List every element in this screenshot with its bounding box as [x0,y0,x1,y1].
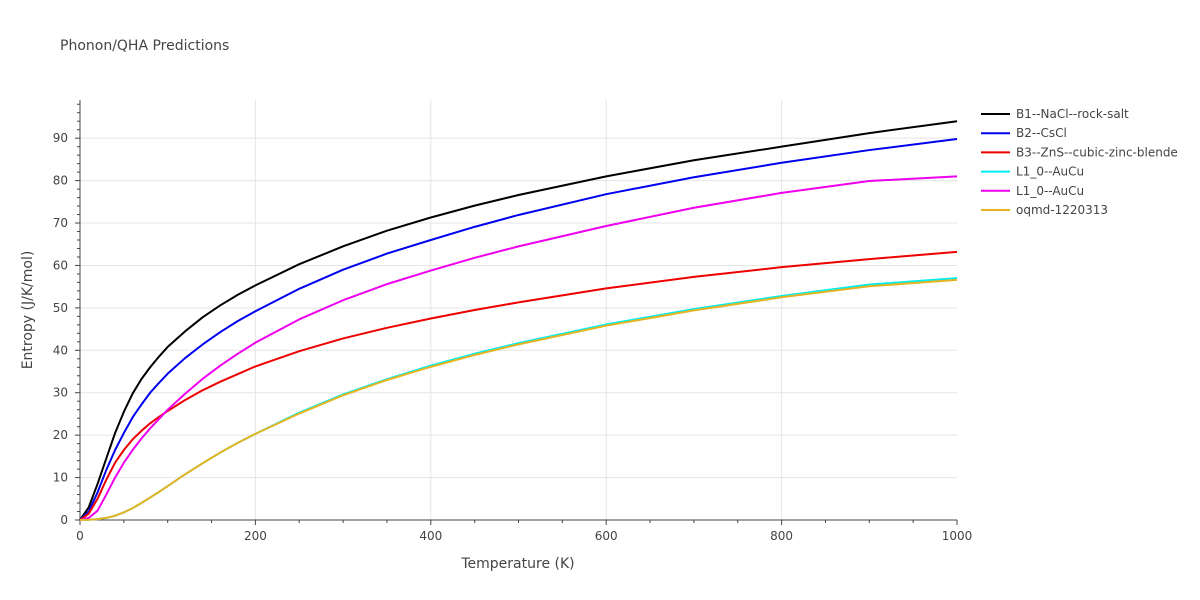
legend-label: L1_0--AuCu [1016,184,1084,198]
series-line-3 [79,277,958,521]
series-lines [79,120,958,521]
chart-title: Phonon/QHA Predictions [60,38,229,54]
x-axis-title: Temperature (K) [460,556,574,572]
legend-label: L1_0--AuCu [1016,165,1084,179]
x-tick-label: 400 [419,529,442,543]
legend-item[interactable]: B3--ZnS--cubic-zinc-blende [981,145,1178,159]
x-tick-label: 0 [76,529,84,543]
x-tick-label: 800 [770,529,793,543]
tick-labels: 0 10 20 30 40 50 60 70 80 90 0 200 400 600 800 1000 [53,131,973,543]
series-line-1 [79,138,958,521]
legend-item[interactable]: oqmd-1220313 [981,203,1108,217]
legend-label: B2--CsCl [1016,126,1067,140]
y-tick-label: 50 [53,301,68,315]
y-tick-label: 0 [60,513,68,527]
axes [75,100,958,525]
grid [80,100,957,520]
y-tick-label: 20 [53,428,68,442]
y-tick-label: 90 [53,131,68,145]
legend-label: oqmd-1220313 [1016,203,1108,217]
legend-label: B1--NaCl--rock-salt [1016,107,1129,121]
y-tick-label: 60 [53,258,68,272]
series-line-5 [79,278,958,521]
y-tick-label: 80 [53,174,68,188]
x-tick-label: 1000 [942,529,973,543]
legend[interactable]: B1--NaCl--rock-salt B2--CsCl B3--ZnS--cubi… [981,107,1178,217]
y-axis-title: Entropy (J/K/mol) [20,251,36,370]
legend-label: B3--ZnS--cubic-zinc-blende [1016,145,1178,159]
legend-item[interactable]: L1_0--AuCu [981,184,1084,198]
series-line-4 [79,175,958,521]
y-tick-label: 10 [53,471,68,485]
y-tick-label: 30 [53,386,68,400]
x-tick-label: 600 [595,529,618,543]
series-line-0 [79,120,958,521]
legend-item[interactable]: L1_0--AuCu [981,165,1084,179]
series-line-2 [79,250,958,521]
x-tick-label: 200 [244,529,267,543]
y-tick-label: 70 [53,216,68,230]
legend-item[interactable]: B1--NaCl--rock-salt [981,107,1129,121]
legend-item[interactable]: B2--CsCl [981,126,1067,140]
y-tick-label: 40 [53,343,68,357]
